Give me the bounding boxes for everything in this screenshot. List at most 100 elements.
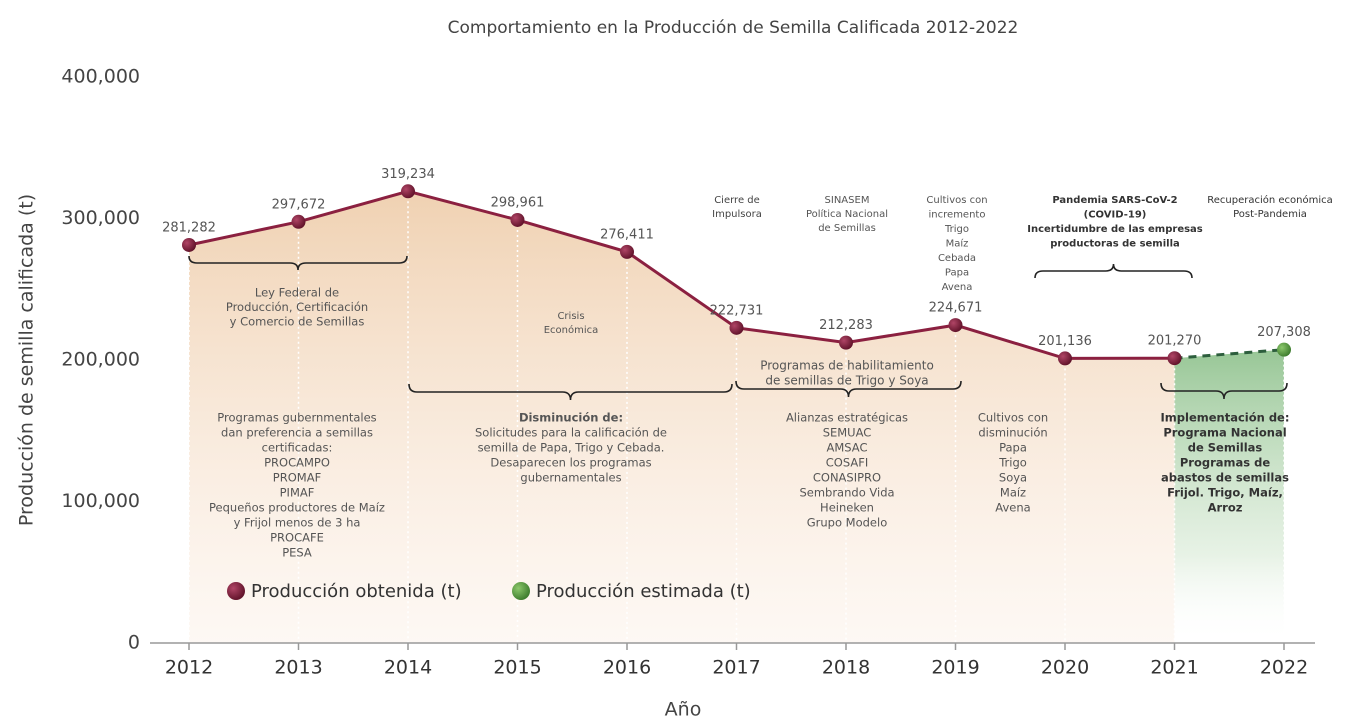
line xyxy=(188,189,1175,360)
annotation: Arroz xyxy=(1208,501,1243,515)
y-tick-label: 400,000 xyxy=(61,66,140,88)
annotation: PROMAF xyxy=(273,471,321,485)
annotation: Trigo xyxy=(944,224,969,235)
value-label: 224,671 xyxy=(929,301,983,316)
annotation: PESA xyxy=(282,546,312,560)
x-tick-label: 2017 xyxy=(712,657,760,679)
annotation: CONASIPRO xyxy=(813,471,881,485)
point xyxy=(291,214,306,229)
annotation: Ley Federal de xyxy=(255,286,339,300)
annotation: y Frijol menos de 3 ha xyxy=(234,516,361,530)
annotation: PROCAMPO xyxy=(264,456,330,470)
annotation: PROCAFE xyxy=(270,531,324,545)
brace xyxy=(735,380,962,398)
annotation: Sembrando Vida xyxy=(799,486,894,500)
point xyxy=(182,237,196,252)
estimate-line xyxy=(1174,348,1285,360)
annotation: Maíz xyxy=(946,238,969,250)
annotation: (COVID-19) xyxy=(1084,210,1147,221)
x-tick-label: 2012 xyxy=(165,657,213,679)
annotation: Cultivos con xyxy=(926,195,987,206)
y-tick-label: 0 xyxy=(128,632,140,654)
value-label: 297,672 xyxy=(272,197,326,212)
annotation: y Comercio de Semillas xyxy=(230,315,365,329)
annotation: Solicitudes para la calificación de xyxy=(475,426,667,440)
area-fill xyxy=(189,191,1175,644)
brace xyxy=(188,255,408,271)
brace xyxy=(1034,263,1193,279)
point xyxy=(729,320,744,335)
annotation: Papa xyxy=(945,268,969,279)
value-label: 276,411 xyxy=(600,227,654,242)
point xyxy=(401,184,415,199)
annotation: Crisis xyxy=(557,311,584,322)
annotation: incremento xyxy=(929,210,986,221)
point xyxy=(1167,351,1182,366)
brace xyxy=(1160,382,1288,400)
point xyxy=(948,318,963,333)
annotation: Incertidumbre de las empresas xyxy=(1027,224,1203,235)
annotation: SINASEM xyxy=(825,195,870,206)
annotation: Cultivos con xyxy=(978,411,1048,425)
x-tick-label: 2021 xyxy=(1150,657,1198,679)
annotation: de semillas de Trigo y Soya xyxy=(765,374,928,388)
annotation: COSAFI xyxy=(826,456,868,470)
annotation: Producción, Certificación xyxy=(226,300,368,314)
annotation: abastos de semillas xyxy=(1161,471,1289,485)
x-tick-label: 2014 xyxy=(384,657,432,679)
annotation: Pequeños productores de Maíz xyxy=(209,501,385,515)
y-axis-title: Producción de semilla calificada (t) xyxy=(16,194,38,526)
annotation: Maíz xyxy=(1000,486,1026,500)
annotation: Impulsora xyxy=(712,209,762,220)
legend-label: Producción obtenida (t) xyxy=(251,581,462,602)
annotation: Disminución de: xyxy=(519,411,623,425)
annotation: Programas de habilitamiento xyxy=(760,359,934,373)
y-tick-label: 100,000 xyxy=(61,490,140,512)
annotation: Cierre de xyxy=(714,195,760,206)
annotation: Post-Pandemia xyxy=(1233,209,1307,220)
value-label: 212,283 xyxy=(819,318,873,333)
annotation: Cebada xyxy=(938,253,976,264)
annotation: Avena xyxy=(942,282,973,293)
value-label: 281,282 xyxy=(162,220,216,235)
annotation: Económica xyxy=(544,324,599,336)
annotation: Heineken xyxy=(820,501,874,515)
annotation: Implementación de: xyxy=(1161,411,1290,425)
value-label: 222,731 xyxy=(710,303,764,318)
annotation: de Semillas xyxy=(818,223,876,234)
x-tick-label: 2019 xyxy=(931,657,979,679)
annotation: de Semillas xyxy=(1188,441,1263,455)
annotation: Avena xyxy=(995,501,1030,515)
annotation: Trigo xyxy=(998,456,1027,470)
x-tick-label: 2016 xyxy=(603,657,651,679)
x-axis-title: Año xyxy=(665,699,702,719)
annotation: Programa Nacional xyxy=(1163,426,1286,440)
annotation: gubernamentales xyxy=(520,471,621,485)
value-label: 201,270 xyxy=(1148,334,1202,349)
annotation: certificadas: xyxy=(262,441,333,455)
annotation: productoras de semilla xyxy=(1050,239,1180,250)
x-tick-label: 2018 xyxy=(822,657,870,679)
annotation: Frijol. Trigo, Maíz, xyxy=(1167,486,1283,500)
annotation: semilla de Papa, Trigo y Cebada. xyxy=(478,441,665,455)
point xyxy=(839,335,853,350)
y-tick-label: 300,000 xyxy=(61,207,140,229)
annotation: Desaparecen los programas xyxy=(490,456,651,470)
value-label: 201,136 xyxy=(1038,334,1092,349)
annotation: Papa xyxy=(999,441,1027,455)
point xyxy=(1277,342,1291,357)
brace xyxy=(408,383,733,401)
annotation: Programas de xyxy=(1180,456,1270,470)
annotation: Pandemia SARS-CoV-2 xyxy=(1052,195,1177,206)
annotation: PIMAF xyxy=(280,486,315,500)
value-label: 207,308 xyxy=(1257,325,1311,340)
x-tick-label: 2015 xyxy=(493,657,541,679)
point xyxy=(1058,351,1072,366)
annotation: dan preferencia a semillas xyxy=(221,426,373,440)
value-label: 298,961 xyxy=(491,195,545,210)
annotation: Grupo Modelo xyxy=(807,516,887,530)
x-tick-label: 2022 xyxy=(1260,657,1308,679)
legend-marker xyxy=(512,582,530,600)
estimate-area xyxy=(1174,349,1284,643)
